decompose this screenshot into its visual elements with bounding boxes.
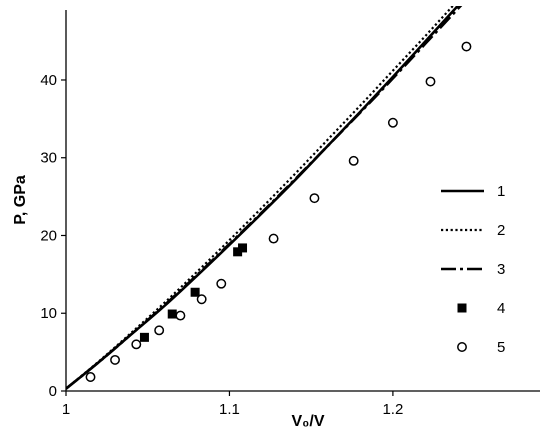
series-5-point [110,354,120,365]
x-tick-label: 1.1 [219,401,240,418]
x-axis-title: V₀/V [292,413,325,430]
legend-swatch-5 [457,342,467,352]
legend-label-1: 1 [497,183,505,200]
series-5-point [131,339,142,350]
series-4-point [190,287,200,297]
series-5-point [268,233,279,244]
series-5-point [175,310,186,321]
series-5-point [85,372,96,382]
series-4-point [233,247,243,257]
y-tick-label: 0 [49,383,57,400]
series-5-point [348,155,359,166]
series-5-point [309,193,320,204]
y-tick-label: 10 [40,305,57,322]
legend-swatch-4 [457,303,467,313]
legend-label-4: 4 [497,300,505,317]
plot-lines [66,6,463,390]
series-5-point [216,278,227,289]
legend: 1 2 3 4 5 [441,183,505,356]
legend-label-5: 5 [497,339,505,356]
series-2-line [66,6,455,390]
plot-markers [85,41,472,382]
series-3-line [66,6,463,390]
series-4-point [238,243,248,253]
series-5-point [461,41,472,52]
y-tick-label: 40 [40,72,57,89]
series-4-point [167,309,177,319]
legend-label-3: 3 [497,261,505,278]
series-5-point [425,76,436,87]
y-tick-label: 20 [40,227,57,244]
x-tick-label: 1 [62,401,70,418]
legend-label-2: 2 [497,222,505,239]
series-5-point [387,117,398,128]
y-axis-title: P, GPa [12,175,29,225]
x-tick-label: 1.2 [382,401,403,418]
series-5-point [196,294,207,305]
series-4-point [139,332,149,342]
axes: 0 10 20 30 40 1 1.1 1.2 [40,10,540,418]
y-tick-label: 30 [40,150,57,167]
series-5-point [154,325,165,336]
